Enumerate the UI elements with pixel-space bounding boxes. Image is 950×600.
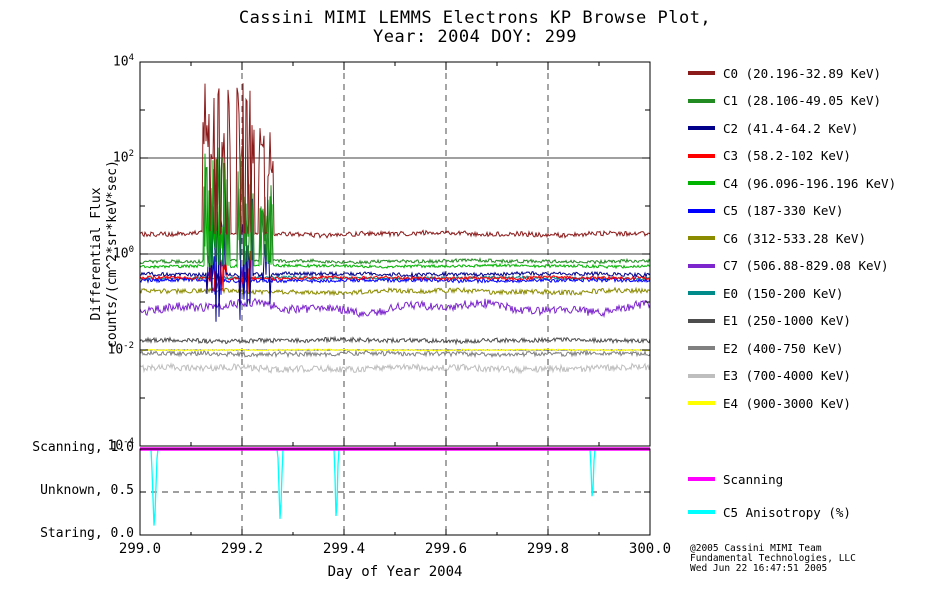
legend-item-C4: C4 (96.096-196.196 KeV) (688, 174, 896, 192)
series-line-C2 (139, 198, 651, 322)
series-line-C1 (139, 146, 651, 266)
legend-label-C7: C7 (506.88-829.08 KeV) (723, 258, 889, 273)
mode-label-staring: Staring, 0.0 (40, 526, 134, 541)
page-title: Cassini MIMI LEMMS Electrons KP Browse P… (238, 8, 712, 28)
bottom-legend-item-1: C5 Anisotropy (%) (688, 503, 851, 521)
x-tick-label-299.8: 299.8 (526, 541, 570, 557)
x-tick-label-299.6: 299.6 (424, 541, 468, 557)
legend-swatch-C4 (688, 181, 715, 185)
mode-label-scanning: Scanning, 1.0 (32, 440, 134, 455)
bottom-legend-label-1: C5 Anisotropy (%) (723, 504, 851, 520)
legend-item-E2: E2 (400-750 KeV) (688, 339, 843, 357)
legend-item-C2: C2 (41.4-64.2 KeV) (688, 119, 858, 137)
bottom-legend-item-0: Scanning (688, 470, 783, 488)
series-line-E3 (139, 362, 651, 375)
series-line-C5 (139, 247, 651, 300)
series-line-C7 (139, 297, 651, 318)
credit-company: Fundamental Technologies, LLC (690, 553, 856, 564)
legend-label-E2: E2 (400-750 KeV) (723, 340, 844, 356)
series-line-C3 (139, 250, 651, 297)
legend-swatch-E1 (688, 318, 715, 323)
legend-label-C5: C5 (187-330 KeV) (723, 203, 844, 218)
bottom-panel-box (139, 448, 651, 536)
legend-item-E4: E4 (900-3000 KeV) (688, 394, 851, 412)
page-subtitle: Year: 2004 DOY: 299 (373, 27, 577, 47)
legend-swatch-C2 (688, 126, 715, 130)
legend-label-C1: C1 (28.106-49.05 KeV) (723, 93, 882, 108)
legend-item-C0: C0 (20.196-32.89 KeV) (688, 64, 881, 82)
x-tick-label-300.0: 300.0 (628, 541, 672, 557)
bottom-legend-label-0: Scanning (723, 471, 784, 487)
credit-timestamp: Wed Jun 22 16:47:51 2005 (690, 563, 828, 574)
y-tick-label-10e4: 104 (112, 53, 134, 70)
legend-label-E4: E4 (900-3000 KeV) (723, 395, 851, 411)
legend-label-C3: C3 (58.2-102 KeV) (723, 148, 851, 163)
series-line-C6 (139, 286, 651, 297)
legend-item-C1: C1 (28.106-49.05 KeV) (688, 92, 881, 110)
y-tick-label-10e0: 100 (112, 245, 134, 262)
legend-label-C0: C0 (20.196-32.89 KeV) (723, 65, 882, 81)
legend-swatch-C5 (688, 208, 715, 213)
legend-swatch-C3 (688, 153, 715, 158)
bottom-legend-swatch-0 (688, 477, 715, 481)
legend-label-C2: C2 (41.4-64.2 KeV) (723, 120, 859, 136)
legend-item-C6: C6 (312-533.28 KeV) (688, 229, 866, 247)
legend-item-C3: C3 (58.2-102 KeV) (688, 147, 851, 165)
legend-swatch-E0 (688, 291, 715, 295)
legend-label-E3: E3 (700-4000 KeV) (723, 368, 851, 383)
bottom-legend-swatch-1 (688, 510, 715, 514)
mode-label-unknown: Unknown, 0.5 (40, 483, 134, 498)
y-tick-label-10e-4: 10-4 (107, 437, 135, 454)
legend-swatch-E4 (688, 401, 715, 405)
series-line-E2 (139, 349, 651, 359)
legend-label-E0: E0 (150-200 KeV) (723, 285, 844, 301)
legend-swatch-E3 (688, 373, 715, 378)
x-axis-label: Day of Year 2004 (327, 564, 463, 580)
series-line-C0 (139, 83, 651, 239)
legend-label-E1: E1 (250-1000 KeV) (723, 313, 851, 328)
series-line-E0 (139, 274, 651, 282)
credit-team: @2005 Cassini MIMI Team (690, 543, 822, 554)
x-tick-label-299.0: 299.0 (118, 541, 162, 557)
legend-label-C6: C6 (312-533.28 KeV) (723, 230, 866, 246)
y-tick-label-10e-2: 10-2 (107, 341, 135, 358)
legend-swatch-C0 (688, 71, 715, 75)
legend-item-E3: E3 (700-4000 KeV) (688, 367, 851, 385)
legend-swatch-C7 (688, 263, 715, 268)
legend-swatch-E2 (688, 346, 715, 350)
series-line-E4 (139, 348, 651, 352)
main-plot-box (139, 61, 651, 447)
legend-item-E1: E1 (250-1000 KeV) (688, 312, 851, 330)
y-tick-label-10e2: 102 (112, 149, 134, 166)
series-line-E1 (139, 335, 651, 346)
legend-swatch-C6 (688, 236, 715, 240)
series-line-c5-anisotropy (140, 448, 650, 526)
legend-swatch-C1 (688, 98, 715, 103)
legend-item-E0: E0 (150-200 KeV) (688, 284, 843, 302)
legend-item-C5: C5 (187-330 KeV) (688, 202, 843, 220)
x-tick-label-299.4: 299.4 (322, 541, 366, 557)
x-tick-label-299.2: 299.2 (220, 541, 264, 557)
series-line-C4 (139, 153, 651, 270)
legend-label-C4: C4 (96.096-196.196 KeV) (723, 175, 897, 191)
legend-item-C7: C7 (506.88-829.08 KeV) (688, 257, 889, 275)
